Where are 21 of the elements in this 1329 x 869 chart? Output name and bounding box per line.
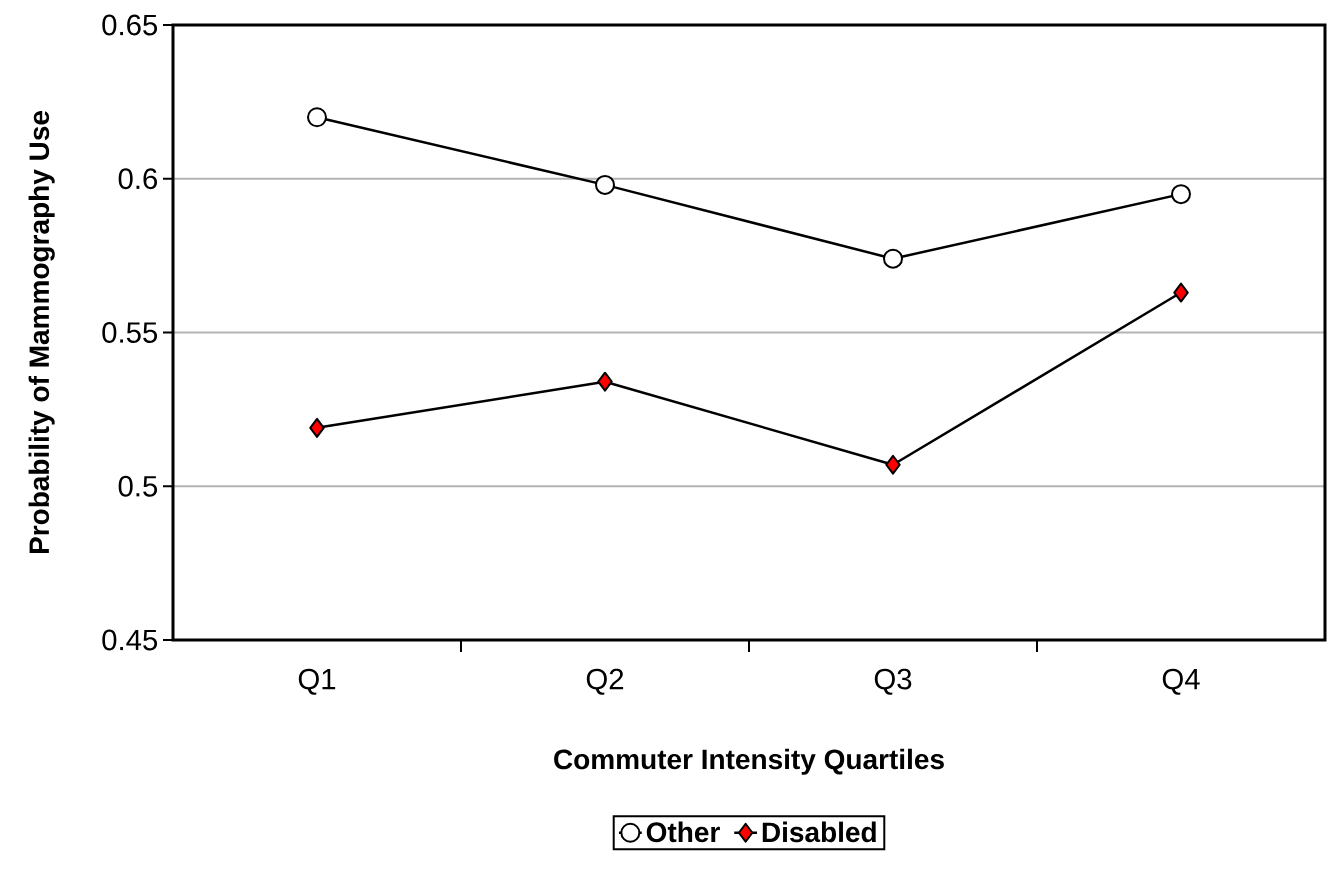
point bbox=[1173, 282, 1189, 303]
y-axis-title: Probability of Mammography Use bbox=[28, 110, 55, 554]
y-tick-label: 0.45 bbox=[102, 629, 158, 651]
y-tick-label: 0.6 bbox=[118, 168, 158, 190]
x-tick-label: Q1 bbox=[298, 668, 336, 695]
point bbox=[309, 417, 325, 438]
x-tick-label: Q3 bbox=[874, 668, 912, 695]
x-tick-label: Q4 bbox=[1162, 668, 1200, 695]
x-tick-label: Q2 bbox=[586, 668, 624, 695]
point bbox=[885, 454, 901, 475]
point bbox=[1171, 184, 1191, 205]
point bbox=[307, 107, 327, 128]
y-tick-label: 0.5 bbox=[118, 475, 158, 497]
point bbox=[597, 371, 613, 392]
y-tick-label: 0.55 bbox=[102, 322, 158, 343]
y-tick-label: 0.65 bbox=[102, 14, 158, 36]
x-axis-title: Commuter Intensity Quartiles bbox=[554, 748, 944, 775]
legend-label: Disabled bbox=[762, 821, 876, 843]
point bbox=[883, 248, 903, 269]
legend-label: Other bbox=[646, 821, 720, 843]
point bbox=[595, 174, 615, 195]
